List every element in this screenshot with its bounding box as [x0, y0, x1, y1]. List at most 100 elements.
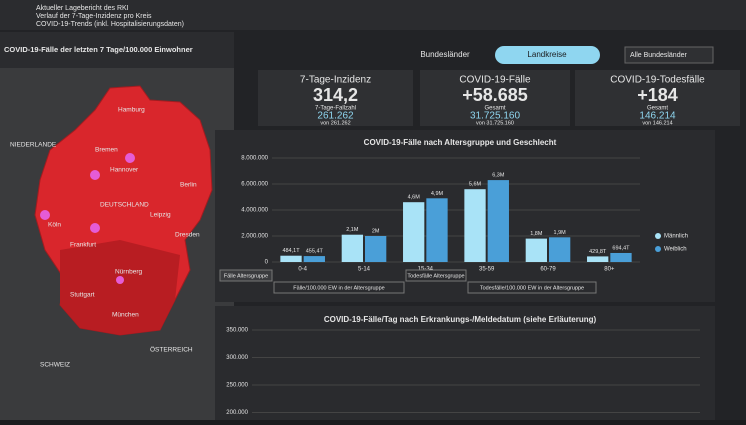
data-label: 2,1M: [346, 227, 359, 233]
kpi-card: [575, 70, 740, 126]
header-link[interactable]: Aktueller Lagebericht des RKI: [36, 5, 129, 12]
map-label: Stuttgart: [70, 292, 95, 299]
chart-title: COVID-19-Fälle nach Altersgruppe und Ges…: [364, 138, 557, 147]
data-label: 694,4T: [612, 245, 630, 251]
kpi-value: 314,2: [313, 85, 358, 105]
chart-tab[interactable]: [467, 281, 597, 294]
bar: [403, 202, 425, 262]
bar: [525, 238, 547, 262]
map-label: Hamburg: [118, 107, 145, 114]
x-tick-label: 80+: [604, 267, 615, 273]
x-tick-label: 35-59: [479, 267, 495, 273]
bar-chart: 0 2.000.000 4.000.000 6.000.000 8.000.000 0-4…: [219, 156, 688, 294]
y-tick-label: 200.000: [226, 410, 248, 416]
data-label: 1,9M: [554, 230, 567, 236]
map-hotspot: [90, 223, 100, 233]
y-tick-label: 6.000.000: [241, 182, 268, 188]
map-labels: NIEDERLANDE Hamburg Bremen Hannover Berl…: [10, 107, 200, 369]
y-tick-label: 300.000: [226, 355, 248, 361]
map-label: NIEDERLANDE: [10, 142, 57, 149]
header: [0, 0, 746, 30]
map-label: DEUTSCHLAND: [100, 202, 149, 209]
chart-title: COVID-19-Fälle/Tag nach Erkrankungs-/Mel…: [324, 315, 597, 324]
dropdown[interactable]: [624, 46, 714, 64]
data-label: 5,6M: [469, 182, 482, 188]
map-hotspot: [125, 153, 135, 163]
legend-swatch: [655, 233, 661, 239]
map-label: Leipzig: [150, 212, 171, 219]
legend-label: Männlich: [664, 234, 688, 240]
kpi-card: [420, 70, 570, 126]
chart-tab[interactable]: [405, 269, 467, 282]
kpi-sub-value: 146.214: [639, 111, 676, 122]
bar: [487, 180, 509, 262]
bar: [587, 256, 609, 262]
kpi-sub-label: Gesamt: [484, 106, 505, 112]
map-label: ÖSTERREICH: [150, 346, 193, 354]
y-tick-label: 0: [265, 260, 269, 266]
kpi-title: COVID-19-Todesfälle: [610, 75, 705, 86]
tab[interactable]: Landkreise: [527, 50, 567, 59]
map-label: Köln: [48, 222, 61, 229]
dropdown-label[interactable]: Alle Bundesländer: [630, 52, 687, 59]
data-label: 4,6M: [408, 195, 421, 201]
map-label: Frankfurt: [70, 242, 96, 249]
legend-label: Weiblich: [664, 247, 687, 253]
legend-swatch: [655, 246, 661, 252]
bar: [426, 198, 448, 262]
map-label: SCHWEIZ: [40, 362, 70, 369]
y-tick-label: 8.000.000: [241, 156, 268, 162]
y-tick-label: 4.000.000: [241, 208, 268, 214]
bar: [365, 236, 387, 262]
data-label: 1,8M: [530, 231, 543, 237]
tab[interactable]: Bundesländer: [420, 50, 470, 59]
bar: [303, 256, 325, 262]
kpi-value: +58.685: [462, 85, 528, 105]
kpi-title: 7-Tage-Inzidenz: [300, 75, 371, 86]
chart-tab-label[interactable]: Fälle/100.000 EW in der Altersgruppe: [293, 285, 384, 291]
bar: [464, 189, 486, 262]
map-label: Dresden: [175, 232, 200, 239]
data-label: 4,9M: [431, 191, 444, 197]
chart-tab[interactable]: [219, 269, 273, 282]
map-label: München: [112, 312, 139, 319]
header-link[interactable]: COVID-19-Trends (inkl. Hospitalisierungs…: [36, 21, 184, 28]
map-hotspot: [90, 170, 100, 180]
chart-tab-label[interactable]: Todesfälle Altersgruppe: [407, 273, 464, 279]
data-label: 6,3M: [492, 173, 505, 179]
chart-tab[interactable]: [273, 281, 405, 294]
chart-tab-label[interactable]: Todesfälle/100.000 EW in der Altersgrupp…: [480, 285, 584, 291]
data-label: 484,1T: [282, 248, 300, 254]
x-tick-label: 60-79: [540, 267, 556, 273]
y-tick-label: 350.000: [226, 328, 248, 334]
kpi-sub-label: Gesamt: [647, 106, 668, 112]
kpi-sub-note: von 261.262: [320, 120, 350, 126]
bar: [341, 234, 363, 262]
kpi-sub-value: 31.725.160: [470, 111, 520, 122]
map-hotspot: [40, 210, 50, 220]
map-label: Bremen: [95, 147, 118, 154]
x-tick-label: 5-14: [358, 267, 371, 273]
kpi-sub-note: von 31.725.160: [476, 120, 514, 126]
kpi-group: 7-Tage-Inzidenz314,27-Tage-Fallzahl261.2…: [258, 70, 740, 126]
map-label: Hannover: [110, 167, 139, 174]
data-label: 2M: [372, 228, 380, 234]
chart-panel: [215, 306, 715, 420]
map-hotspot: [116, 276, 124, 284]
map-label: Berlin: [180, 182, 197, 189]
kpi-title: COVID-19-Fälle: [459, 75, 531, 86]
bar: [280, 255, 302, 262]
kpi-sub-label: 7-Tage-Fallzahl: [315, 106, 356, 112]
header-link[interactable]: Verlauf der 7-Tage-Inzidenz pro Kreis: [36, 13, 152, 20]
bar: [549, 237, 571, 262]
kpi-sub-value: 261.262: [317, 111, 354, 122]
bar: [610, 252, 632, 262]
map-title: COVID-19-Fälle der letzten 7 Tage/100.00…: [4, 45, 193, 54]
x-tick-label: 0-4: [298, 267, 307, 273]
data-label: 455,4T: [306, 249, 324, 255]
map-label: Nürnberg: [115, 269, 142, 276]
kpi-sub-note: von 146.214: [642, 120, 672, 126]
tab-active[interactable]: [495, 46, 600, 64]
chart-tab-label[interactable]: Fälle Altersgruppe: [224, 273, 268, 279]
